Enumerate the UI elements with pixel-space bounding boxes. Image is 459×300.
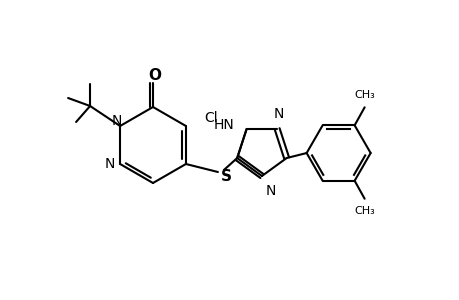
Text: N: N: [105, 157, 115, 171]
Text: S: S: [220, 169, 231, 184]
Text: CH₃: CH₃: [353, 90, 374, 100]
Text: Cl: Cl: [203, 111, 217, 125]
Text: N: N: [265, 184, 276, 198]
Text: N: N: [274, 107, 284, 121]
Text: N: N: [112, 114, 122, 128]
Text: O: O: [148, 68, 161, 82]
Text: CH₃: CH₃: [353, 206, 374, 216]
Text: HN: HN: [213, 118, 234, 132]
